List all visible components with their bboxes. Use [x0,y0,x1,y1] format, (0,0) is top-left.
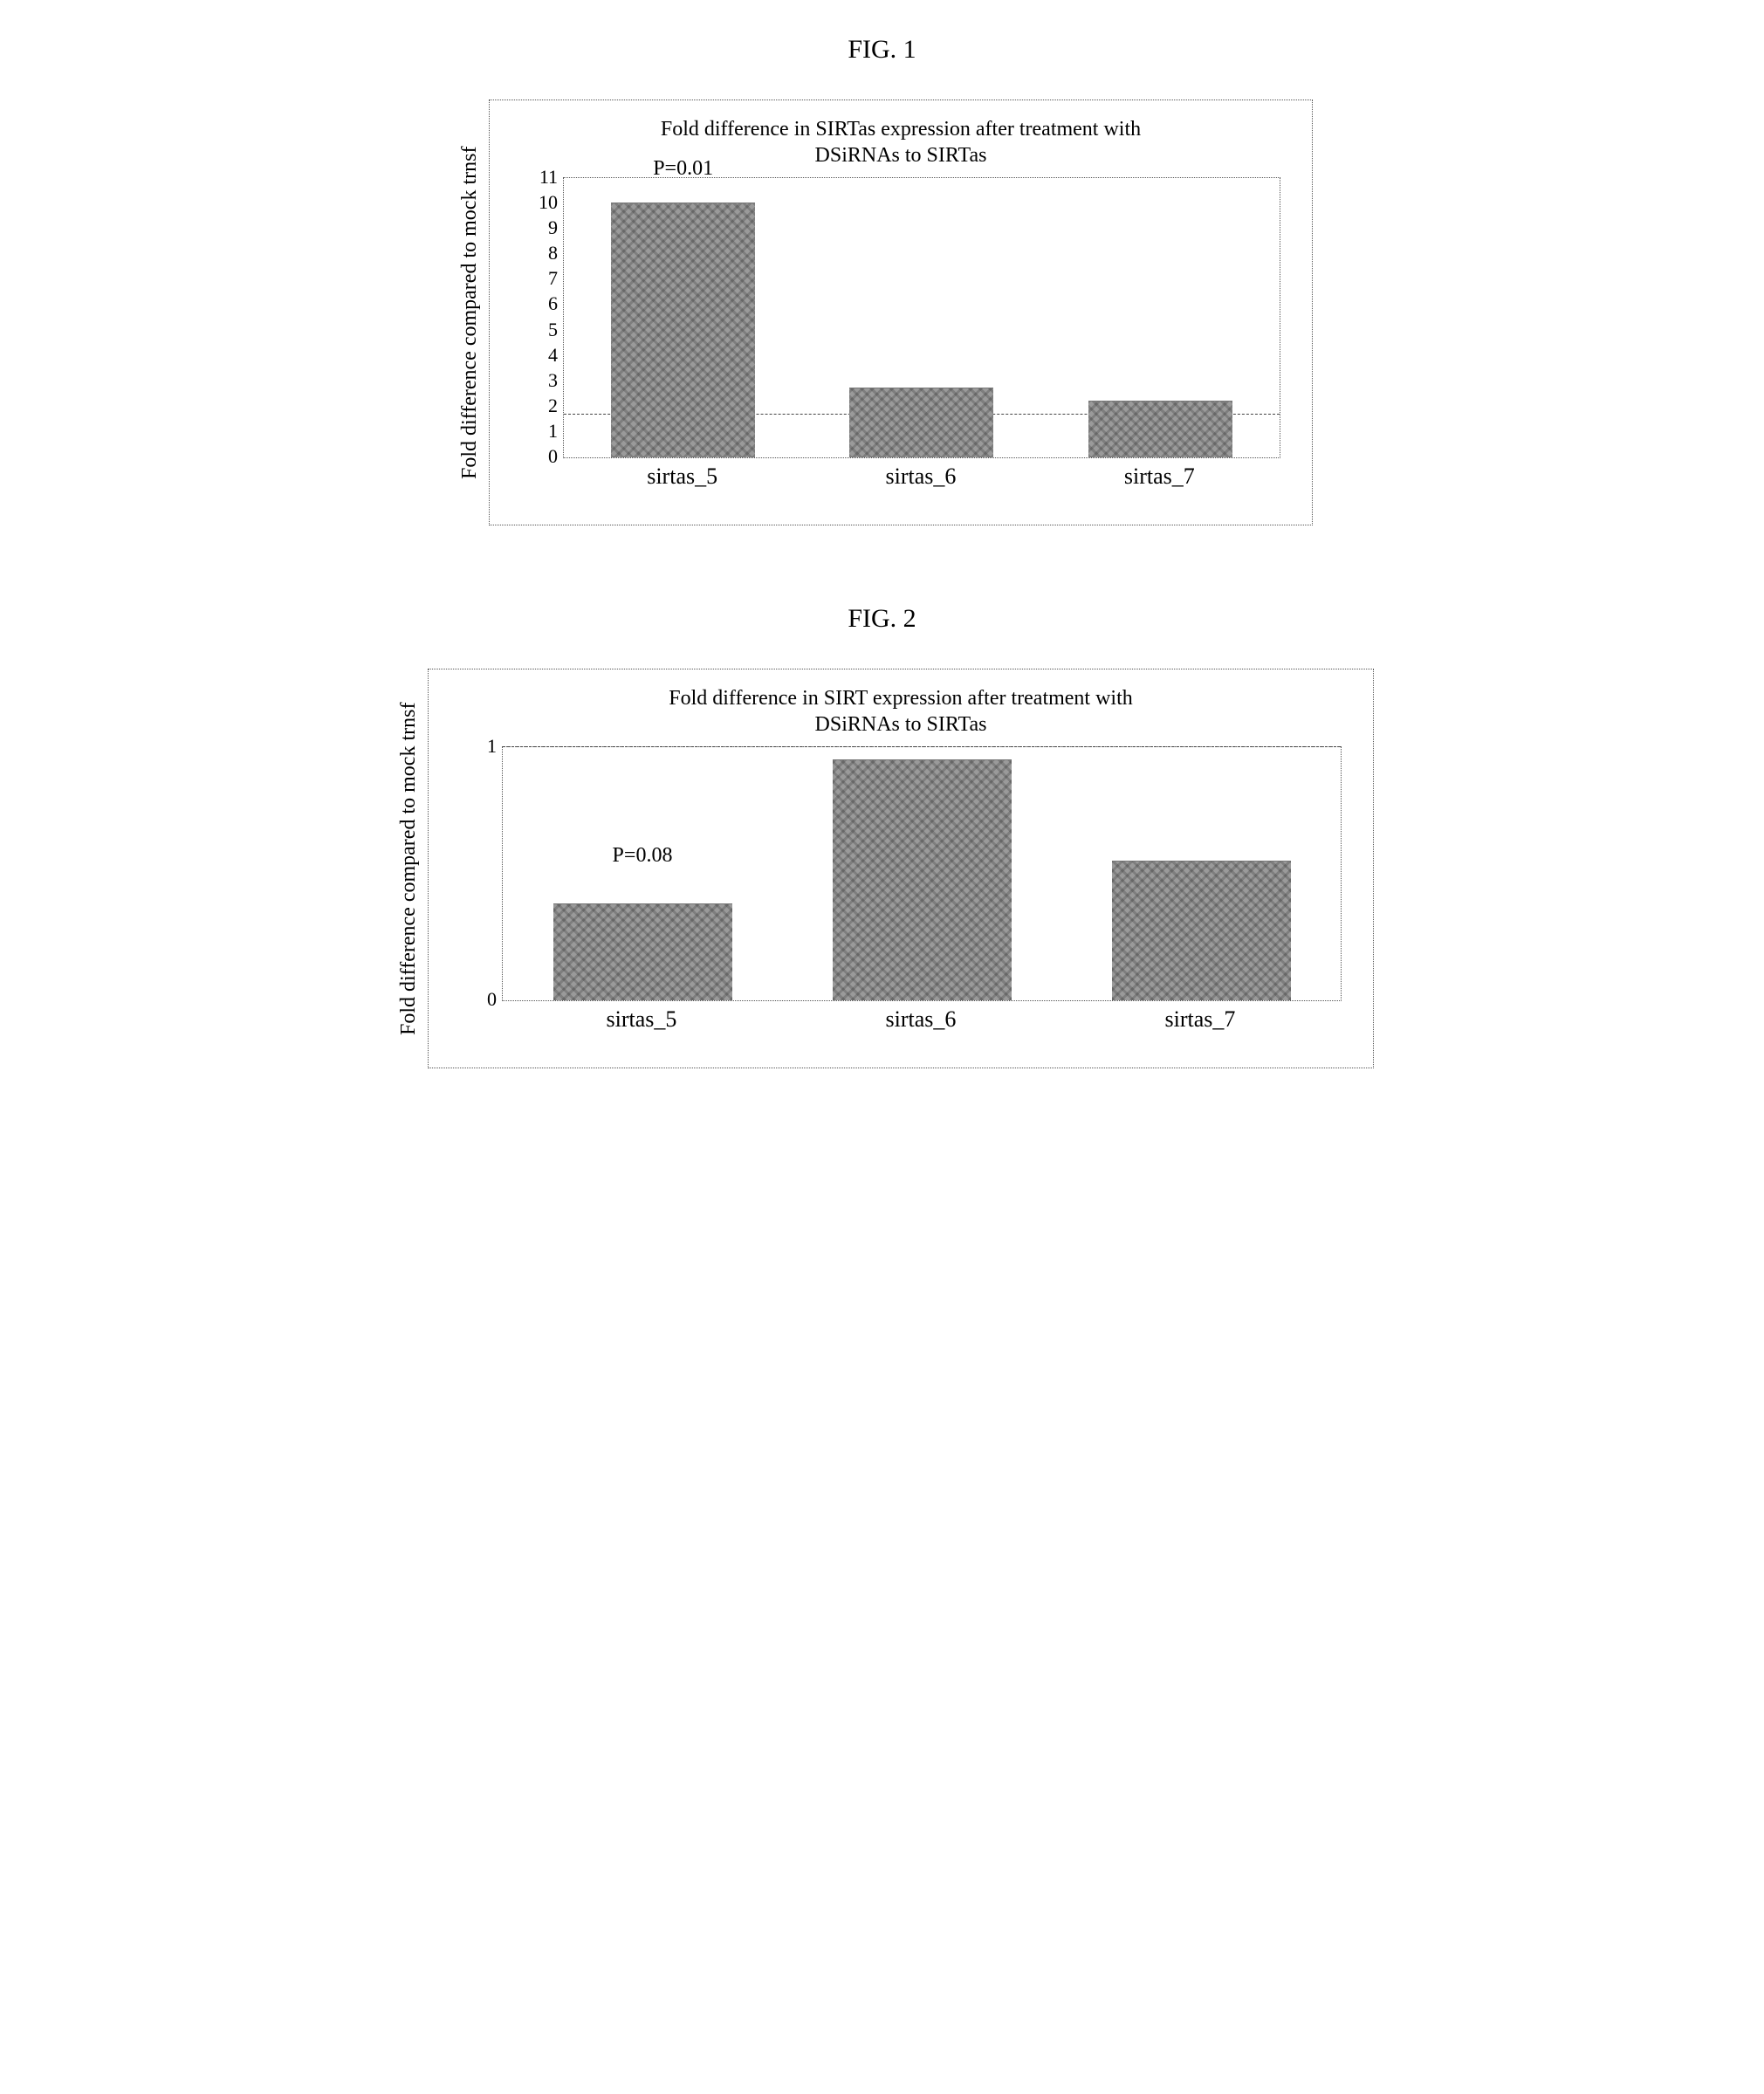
fig2-x-label: sirtas_7 [1060,1006,1340,1033]
fig2-bar-slot [782,747,1061,1000]
fig2-title-line2: DSiRNAs to SIRTas [815,713,987,736]
fig2-x-label: sirtas_6 [781,1006,1060,1033]
fig1-ytick: 2 [548,396,558,415]
fig2-title: Fold difference in SIRT expression after… [460,685,1342,738]
figure-1: FIG. 1 Fold difference compared to mock … [52,35,1712,525]
fig1-bar-slot: P=0.01 [564,178,802,457]
fig2-x-labels: sirtas_5sirtas_6sirtas_7 [502,1006,1340,1033]
fig1-bars-row: P=0.01 [564,178,1280,457]
fig2-x-label: sirtas_5 [502,1006,781,1033]
fig2-plot-area: P=0.08 [502,746,1342,1001]
fig1-x-labels: sirtas_5sirtas_6sirtas_7 [563,463,1279,490]
fig2-bar-slot [1061,747,1341,1000]
fig1-ytick: 10 [539,193,558,212]
fig1-x-label: sirtas_5 [563,463,801,490]
figure-1-label: FIG. 1 [52,35,1712,65]
fig1-y-ticks: 01234567891011 [521,177,563,457]
fig1-p-label: P=0.01 [653,158,713,179]
fig2-bars-row: P=0.08 [503,747,1341,1000]
figure-2-chart: Fold difference compared to mock trnsf F… [52,669,1712,1068]
fig2-frame: Fold difference in SIRT expression after… [428,669,1374,1068]
fig2-y-axis-label: Fold difference compared to mock trnsf [390,669,428,1068]
fig2-plot-wrap: 01 P=0.08 sirtas_5sirtas_6sirtas_7 [460,746,1342,1033]
fig1-x-label: sirtas_6 [801,463,1040,490]
fig1-bar [1088,401,1232,457]
fig1-x-label: sirtas_7 [1040,463,1279,490]
fig1-bar [849,388,993,457]
fig1-ytick: 6 [548,294,558,313]
fig2-title-line1: Fold difference in SIRT expression after… [669,687,1133,710]
fig2-bar [553,903,732,1000]
fig1-plot-wrap: 01234567891011 P=0.01 sirtas_5sirtas_6si… [521,177,1280,490]
fig1-ytick: 11 [539,168,558,187]
fig1-y-axis-label: Fold difference compared to mock trnsf [451,100,489,525]
fig2-ytick: 0 [487,990,497,1009]
fig1-ytick: 5 [548,320,558,340]
fig2-ytick: 1 [487,737,497,756]
fig2-bar-slot: P=0.08 [503,747,782,1000]
fig1-ytick: 0 [548,447,558,466]
fig1-plot-area: P=0.01 [563,177,1280,458]
fig1-ytick: 8 [548,244,558,263]
fig1-ytick: 3 [548,371,558,390]
figure-1-chart: Fold difference compared to mock trnsf F… [52,100,1712,525]
fig1-title-line2: DSiRNAs to SIRTas [815,144,987,167]
figure-2: FIG. 2 Fold difference compared to mock … [52,604,1712,1068]
figure-2-label: FIG. 2 [52,604,1712,634]
fig1-title: Fold difference in SIRTas expression aft… [521,116,1280,168]
fig1-bar-slot [1041,178,1280,457]
fig1-frame: Fold difference in SIRTas expression aft… [489,100,1313,525]
fig2-bar [833,759,1012,1001]
fig1-ytick: 1 [548,422,558,441]
fig1-ytick: 9 [548,218,558,237]
fig2-bar [1112,861,1291,1001]
fig1-ytick: 7 [548,269,558,288]
fig2-p-label: P=0.08 [613,845,673,866]
fig2-y-ticks: 01 [460,746,502,999]
fig1-ytick: 4 [548,346,558,365]
fig1-bar [611,203,755,457]
fig1-bar-slot [802,178,1040,457]
fig1-title-line1: Fold difference in SIRTas expression aft… [661,118,1141,141]
